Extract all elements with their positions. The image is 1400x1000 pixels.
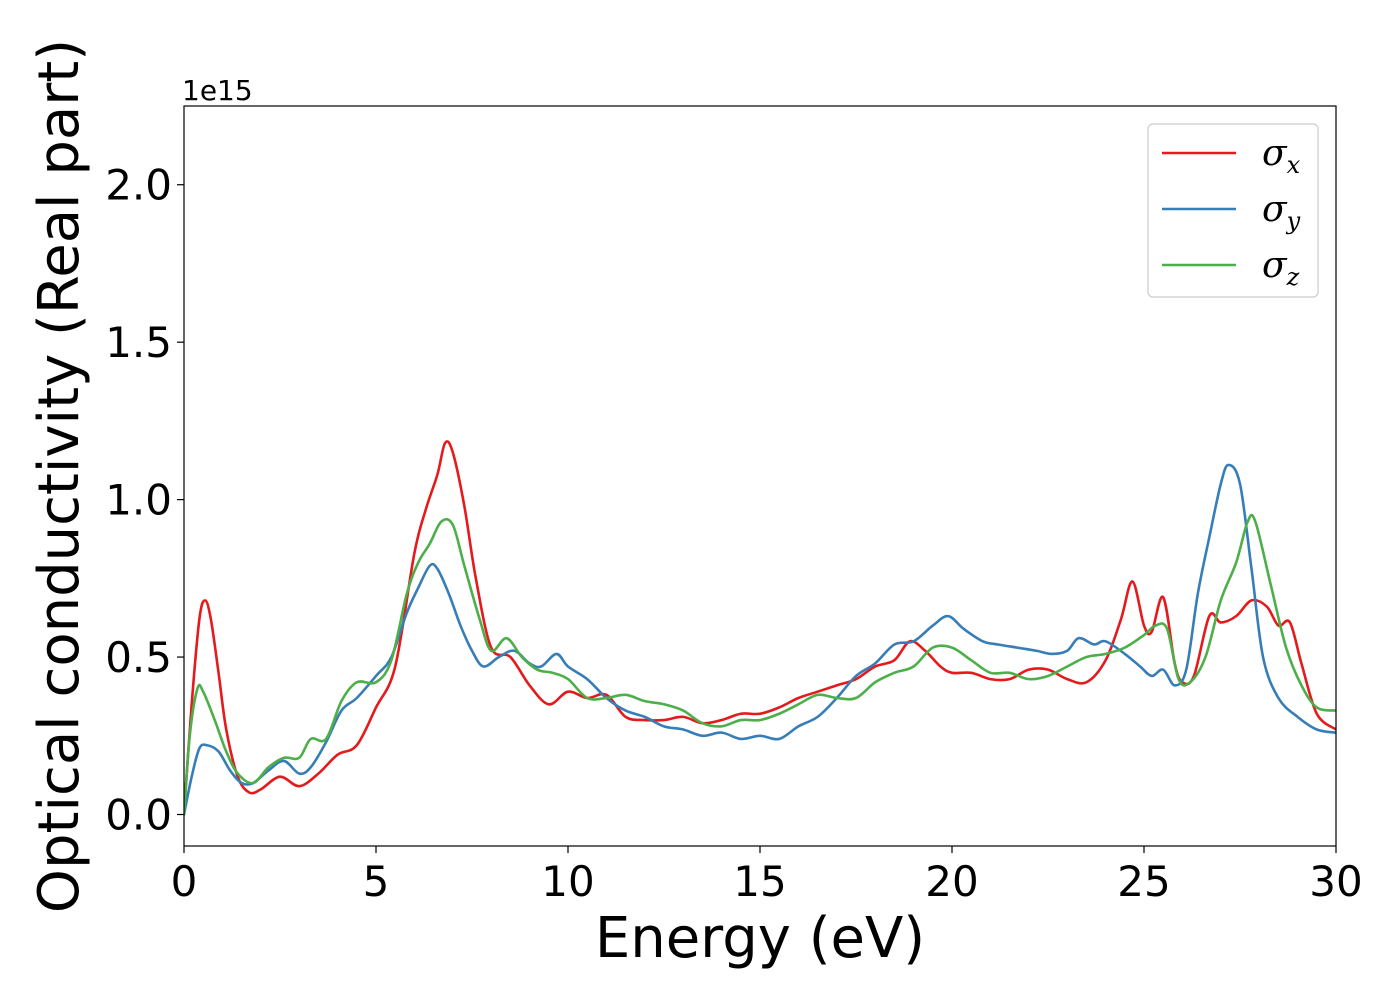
- x-tick-label: 5: [363, 857, 390, 906]
- y-axis-ticks: 0.0 0.5 1.0 1.5 2.0: [105, 161, 184, 840]
- series-layer: [184, 440, 1336, 816]
- x-tick-label: 25: [1117, 857, 1170, 906]
- y-tick-label: 0.0: [105, 791, 172, 840]
- series-line-x: [184, 440, 1336, 816]
- x-axis-title: Energy (eV): [595, 906, 925, 971]
- y-axis-title: Optical conductivity (Real part): [27, 39, 92, 913]
- x-tick-label: 20: [925, 857, 978, 906]
- legend-label-x: σx: [1262, 133, 1301, 179]
- y-tick-label: 1.5: [105, 318, 172, 367]
- y-tick-label: 2.0: [105, 161, 172, 210]
- y-axis-offset-label: 1e15: [182, 74, 253, 107]
- x-tick-label: 0: [171, 857, 198, 906]
- legend-box: [1147, 123, 1319, 298]
- y-tick-label: 1.0: [105, 476, 172, 525]
- series-line-z: [184, 513, 1336, 816]
- legend-label-y: σy: [1262, 189, 1301, 235]
- y-tick-label: 0.5: [105, 633, 172, 682]
- x-tick-label: 10: [541, 857, 594, 906]
- legend-label-z: σz: [1262, 245, 1300, 291]
- x-axis-ticks: 0 5 10 15 20 25 30: [171, 846, 1363, 906]
- series-line-y: [184, 463, 1336, 816]
- legend: σx σy σz: [1147, 123, 1319, 298]
- x-tick-label: 15: [733, 857, 786, 906]
- x-tick-label: 30: [1309, 857, 1362, 906]
